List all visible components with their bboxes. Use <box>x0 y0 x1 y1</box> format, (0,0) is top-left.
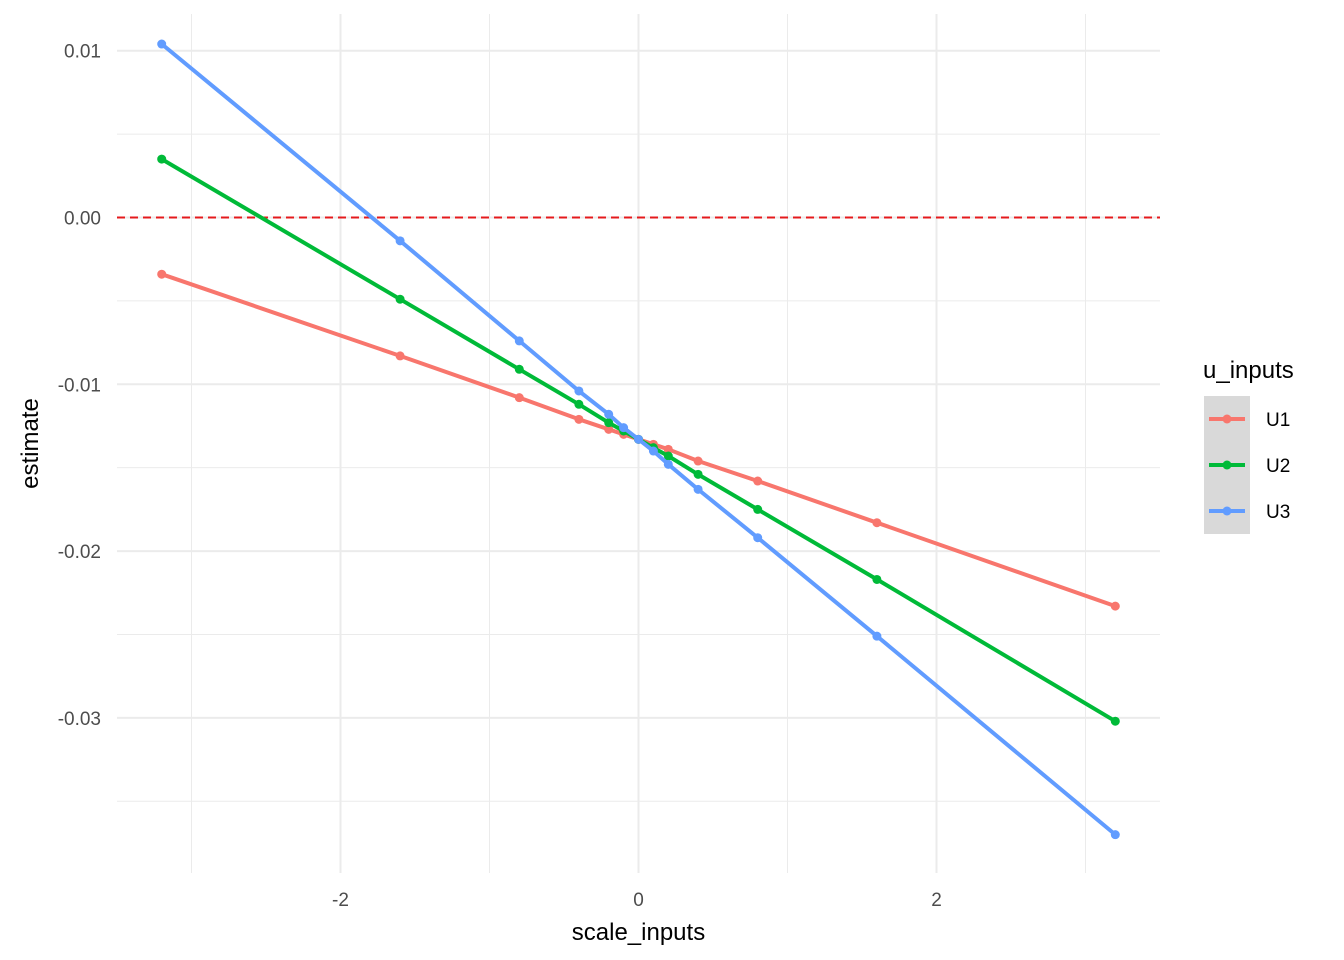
legend-point-u3 <box>1222 506 1232 516</box>
y-axis-title: estimate <box>17 398 44 489</box>
data-point-u2 <box>1110 716 1120 726</box>
data-point-u1 <box>395 351 405 361</box>
data-point-u1 <box>693 456 703 466</box>
legend-point-u2 <box>1222 460 1232 470</box>
x-axis-title: scale_inputs <box>572 919 705 946</box>
data-point-u3 <box>157 39 167 49</box>
data-point-u1 <box>663 444 673 454</box>
data-point-u2 <box>753 504 763 514</box>
y-tick-label: -0.03 <box>58 709 101 730</box>
data-point-u3 <box>872 631 882 641</box>
data-point-u3 <box>634 434 643 444</box>
legend-title: u_inputs <box>1203 357 1294 384</box>
x-tick-label: 0 <box>633 890 644 911</box>
data-point-u2 <box>157 154 167 164</box>
x-axis-ticks: -2 0 2 <box>332 890 942 911</box>
data-point-u1 <box>157 269 167 279</box>
x-tick-label: -2 <box>332 890 349 911</box>
y-tick-label: 0.01 <box>64 42 101 63</box>
data-point-u2 <box>604 418 614 428</box>
data-point-u3 <box>514 336 524 346</box>
y-tick-label: -0.02 <box>58 542 101 563</box>
y-tick-label: -0.01 <box>58 375 101 396</box>
data-point-u3 <box>663 459 673 469</box>
data-point-u2 <box>395 294 405 304</box>
data-point-u3 <box>395 236 405 246</box>
y-tick-label: 0.00 <box>64 208 101 229</box>
data-point-u3 <box>693 484 703 494</box>
data-point-u3 <box>619 423 629 433</box>
legend-label-u3: U3 <box>1266 502 1290 523</box>
y-axis-ticks: 0.01 0.00 -0.01 -0.02 -0.03 <box>58 42 101 730</box>
legend-items: U1 U2 U3 <box>1209 410 1290 523</box>
data-point-u3 <box>1110 830 1120 840</box>
data-point-u2 <box>872 574 882 584</box>
legend: u_inputs U1 U2 U3 <box>1203 357 1294 534</box>
data-point-u2 <box>663 451 673 461</box>
series-group <box>157 39 1120 840</box>
data-point-u3 <box>604 409 614 419</box>
data-point-u3 <box>574 386 584 396</box>
data-point-u3 <box>753 533 763 543</box>
data-point-u1 <box>753 476 763 486</box>
data-point-u2 <box>514 364 524 374</box>
data-point-u1 <box>604 424 614 434</box>
data-point-u1 <box>514 393 524 403</box>
data-point-u2 <box>574 399 584 409</box>
data-point-u1 <box>1110 601 1120 611</box>
legend-label-u1: U1 <box>1266 410 1290 431</box>
data-point-u3 <box>648 446 658 456</box>
data-point-u1 <box>574 414 584 424</box>
x-tick-label: 2 <box>931 890 942 911</box>
legend-point-u1 <box>1222 414 1232 424</box>
data-point-u2 <box>693 469 703 479</box>
data-point-u1 <box>872 518 882 528</box>
legend-label-u2: U2 <box>1266 456 1290 477</box>
